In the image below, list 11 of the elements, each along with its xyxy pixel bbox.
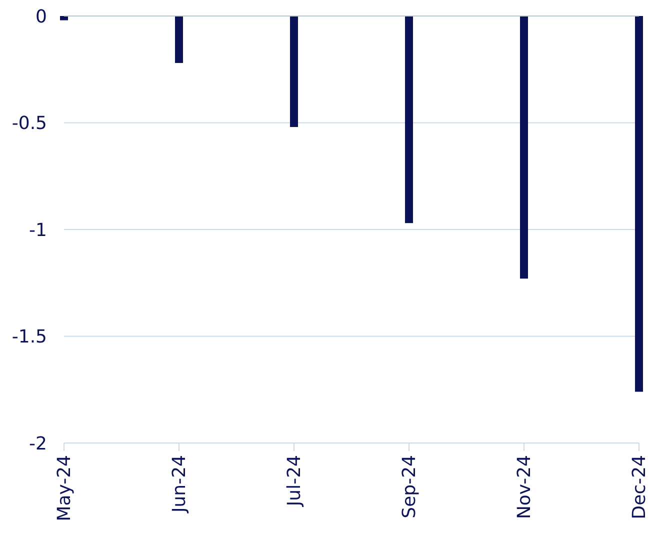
x-tick-label: Nov-24 bbox=[514, 455, 535, 520]
x-tick-label: Jul-24 bbox=[284, 455, 305, 508]
y-tick-label: 0 bbox=[36, 6, 47, 28]
y-tick-label: -2 bbox=[29, 433, 47, 454]
x-tick-label: Jun-24 bbox=[169, 455, 190, 514]
x-tick-label: Dec-24 bbox=[629, 455, 650, 520]
x-tick-label: Sep-24 bbox=[399, 455, 420, 518]
x-tick-label: May-24 bbox=[54, 455, 75, 522]
y-tick-label: -1.5 bbox=[12, 326, 47, 348]
y-tick-label: -0.5 bbox=[12, 113, 47, 134]
y-tick-label: -1 bbox=[29, 220, 47, 241]
